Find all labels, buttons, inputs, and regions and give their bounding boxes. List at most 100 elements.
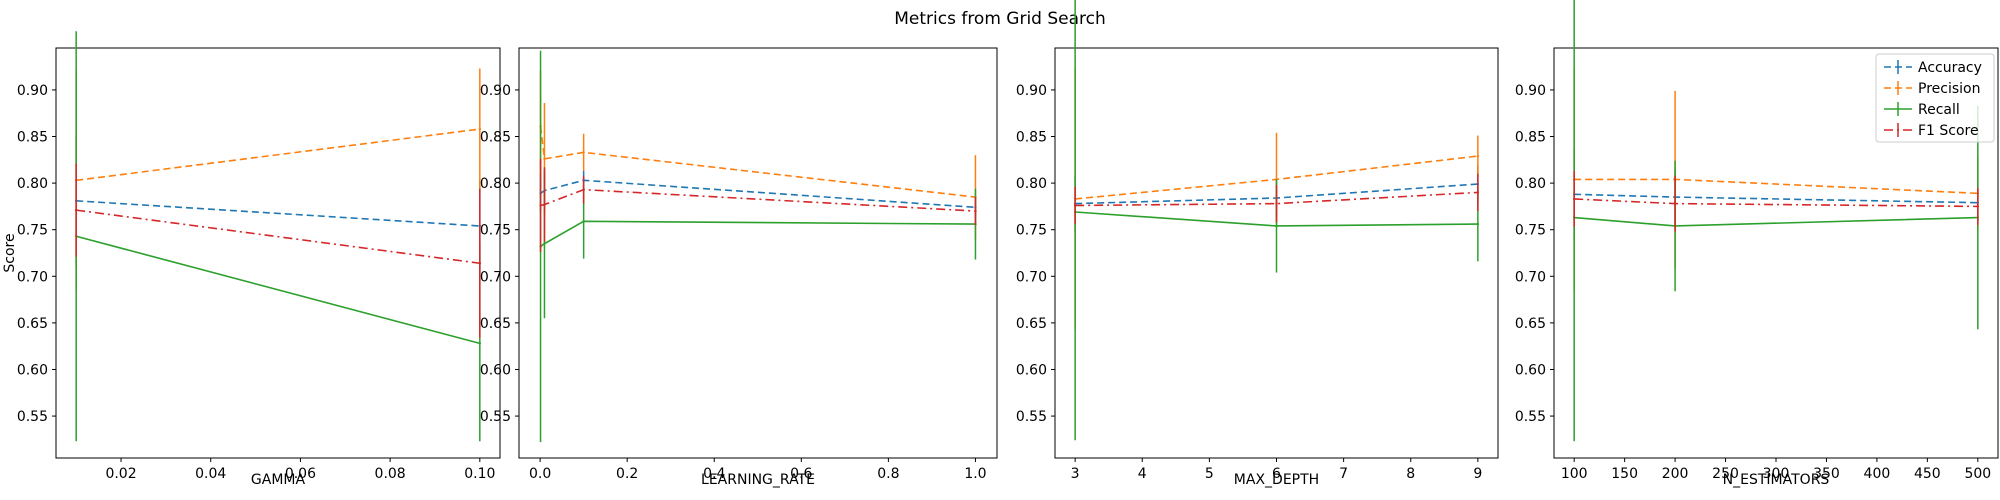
data-point	[1275, 224, 1278, 228]
x-tick-label: 0.06	[285, 466, 316, 482]
x-axis-label: N_ESTIMATORS	[1723, 472, 1830, 488]
x-tick-label: 0.2	[616, 466, 638, 482]
series-line	[76, 200, 480, 227]
x-axis-label: LEARNING_RATE	[701, 472, 815, 488]
y-tick-label: 0.90	[480, 83, 511, 99]
x-tick-label: 0.4	[703, 466, 725, 482]
legend-entry-precision: Precision	[1884, 81, 1980, 97]
legend-label: Precision	[1918, 81, 1980, 97]
x-tick-label: 100	[1561, 466, 1588, 482]
axes-frame	[518, 47, 998, 459]
y-tick-label: 0.60	[480, 362, 511, 378]
y-tick-label: 0.55	[17, 409, 48, 425]
x-tick-label: 150	[1611, 466, 1638, 482]
y-tick-label: 0.80	[1016, 176, 1047, 192]
y-tick-label: 0.55	[1016, 409, 1047, 425]
legend-box	[1875, 53, 1995, 143]
legend-label: Recall	[1918, 102, 1960, 118]
data-point	[543, 242, 546, 245]
y-axis-label: Score	[2, 233, 18, 272]
series-line	[1574, 178, 1978, 195]
y-tick-label: 0.85	[1515, 130, 1546, 146]
y-tick-label: 0.90	[1016, 83, 1047, 99]
y-tick-label: 0.80	[1515, 176, 1546, 192]
x-tick-label: 0.0	[529, 466, 551, 482]
subplot-gamma: 0.55 0.60 0.65 0.70 0.75 0.80 0.85 0.90 0.02 0.04…	[17, 31, 501, 488]
legend-entry-accuracy: Accuracy	[1884, 60, 1982, 76]
legend: Accuracy Precision Recall F1 Score	[1875, 53, 1995, 143]
y-tick-label: 0.70	[1515, 269, 1546, 285]
data-point	[478, 262, 482, 265]
series-line	[540, 179, 976, 209]
data-point	[543, 203, 546, 206]
y-tick-label: 0.60	[1016, 362, 1047, 378]
y-tick-label: 0.75	[17, 223, 48, 239]
series-precision	[74, 68, 482, 293]
series-f1-score	[1073, 173, 1480, 225]
x-tick-label: 0.6	[790, 466, 812, 482]
subplots-container: 0.550.600.650.700.750.800.850.900.02 0.04…	[17, 0, 1999, 488]
x-tick-label: 6	[1272, 466, 1281, 482]
y-tick-label: 0.80	[17, 176, 48, 192]
x-tick-label: 8	[1406, 466, 1415, 482]
series-f1-score	[539, 158, 977, 253]
data-point	[1476, 191, 1480, 194]
series-line	[540, 220, 976, 248]
x-tick-label: 3	[1071, 466, 1080, 482]
y-tick-label: 0.75	[480, 223, 511, 239]
series-line	[539, 126, 976, 198]
data-point	[1073, 204, 1077, 207]
data-point	[582, 188, 585, 191]
series-line	[1574, 216, 1978, 227]
axes-frame	[55, 47, 501, 459]
data-point	[582, 220, 585, 223]
data-point	[974, 209, 977, 213]
series-f1-score	[1572, 171, 1980, 232]
legend-label: Accuracy	[1918, 60, 1982, 76]
legend-entry-recall: Recall	[1884, 102, 1960, 118]
y-tick-label: 0.70	[17, 269, 48, 285]
figure-title: Metrics from Grid Search	[894, 9, 1106, 29]
x-tick-label: 500	[1964, 466, 1991, 482]
subplot-learning-rate: 0.55 0.60 0.65 0.70 0.75 0.80 0.85 0.90 0.0 0.2 0.…	[480, 47, 998, 488]
x-tick-label: 0.8	[877, 466, 899, 482]
legend-entry-f1-score: F1 Score	[1884, 123, 1979, 139]
data-point	[1572, 197, 1576, 201]
x-tick-label: 1.0	[964, 466, 986, 482]
y-tick-label: 0.65	[17, 316, 48, 332]
data-point	[543, 157, 546, 161]
series-line	[76, 209, 480, 265]
data-point	[74, 208, 78, 212]
series-line	[76, 128, 480, 182]
data-point	[582, 151, 585, 154]
y-tick-label: 0.90	[1515, 83, 1546, 99]
series-f1-score	[74, 163, 482, 338]
data-point	[1476, 222, 1480, 226]
x-tick-label: 0.08	[375, 466, 406, 482]
y-tick-label: 0.65	[1515, 316, 1546, 332]
x-tick-label: 5	[1205, 466, 1214, 482]
y-tick-label: 0.75	[1515, 223, 1546, 239]
y-tick-label: 0.60	[1515, 362, 1546, 378]
y-tick-label: 0.60	[17, 362, 48, 378]
x-tick-label: 200	[1662, 466, 1689, 482]
x-tick-label: 0.02	[105, 466, 136, 482]
x-tick-label: 0.04	[195, 466, 226, 482]
y-tick-label: 0.85	[17, 130, 48, 146]
series-line	[1574, 198, 1978, 208]
y-tick-label: 0.85	[1016, 130, 1047, 146]
y-tick-label: 0.75	[1016, 223, 1047, 239]
y-tick-label: 0.80	[480, 176, 511, 192]
x-tick-label: 250	[1712, 466, 1739, 482]
x-tick-label: 4	[1138, 466, 1147, 482]
y-tick-label: 0.55	[480, 409, 511, 425]
y-tick-label: 0.70	[1016, 269, 1047, 285]
y-tick-label: 0.70	[480, 269, 511, 285]
data-point	[478, 127, 482, 131]
x-tick-label: 0.10	[464, 466, 495, 482]
x-tick-label: 450	[1914, 466, 1941, 482]
series-accuracy	[539, 171, 977, 217]
x-tick-label: 9	[1473, 466, 1482, 482]
legend-label: F1 Score	[1918, 123, 1979, 139]
